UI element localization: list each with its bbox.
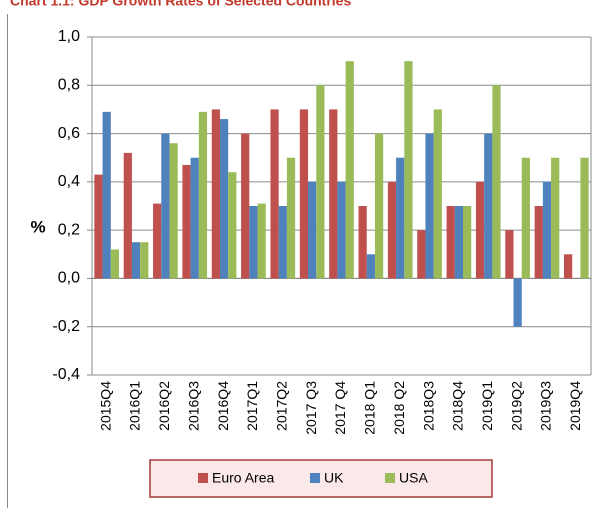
- x-tick-label: 2018Q4: [450, 381, 466, 431]
- x-tick-label: 2018Q3: [420, 381, 436, 431]
- x-tick-label: 2016Q1: [127, 381, 143, 431]
- bar: [140, 242, 149, 279]
- bar: [241, 133, 250, 279]
- bar: [484, 133, 493, 279]
- legend-label: Euro Area: [212, 470, 274, 486]
- bar: [270, 109, 279, 279]
- bar: [454, 206, 464, 279]
- bar: [123, 152, 132, 279]
- bar: [345, 61, 354, 279]
- bar: [433, 109, 442, 279]
- bar: [190, 157, 199, 279]
- bar: [505, 230, 514, 279]
- x-tick-label: 2015Q4: [97, 381, 113, 431]
- x-tick-label: 2016Q3: [185, 381, 201, 431]
- bar: [316, 85, 325, 279]
- y-tick-label: 0,8: [58, 77, 80, 94]
- chart-title: Chart 1.1: GDP Growth Rates of Selected …: [10, 0, 351, 9]
- bar: [249, 206, 258, 279]
- y-tick-label: -0,2: [52, 318, 80, 335]
- x-tick-label: 2019Q1: [479, 381, 495, 431]
- y-tick-label: 0,0: [58, 270, 80, 287]
- bar: [153, 203, 162, 279]
- bar: [198, 111, 208, 279]
- bar: [534, 206, 543, 279]
- bar: [299, 109, 309, 279]
- bar: [131, 242, 141, 279]
- bar: [446, 206, 455, 279]
- y-tick-label: 1,0: [58, 28, 80, 45]
- bar: [161, 133, 170, 279]
- y-tick-label: -0,4: [52, 366, 80, 383]
- legend-box: [149, 459, 493, 498]
- legend-swatch: [385, 473, 395, 483]
- x-tick-label: 2016Q2: [156, 381, 172, 431]
- bar: [337, 181, 346, 279]
- y-axis-label: %: [30, 217, 45, 236]
- bar: [278, 206, 287, 279]
- bar: [358, 206, 367, 279]
- x-tick-label: 2017 Q4: [332, 381, 348, 435]
- bar: [286, 157, 296, 279]
- bar: [329, 109, 338, 279]
- y-tick-label: 0,4: [58, 173, 80, 190]
- y-tick-label: 0,2: [58, 221, 80, 238]
- bar: [475, 181, 485, 279]
- bar: [492, 85, 501, 279]
- bar: [102, 111, 111, 279]
- bar: [366, 254, 375, 279]
- x-tick-label: 2017Q1: [244, 381, 260, 431]
- x-tick-label: 2019Q4: [567, 381, 583, 431]
- bar: [182, 164, 191, 279]
- legend-label: USA: [399, 470, 428, 486]
- bar: [404, 61, 413, 279]
- y-tick-label: 0,6: [58, 125, 80, 142]
- bar: [387, 181, 397, 279]
- bar: [396, 157, 405, 279]
- x-tick-label: 2018 Q2: [391, 381, 407, 435]
- bar: [463, 206, 472, 279]
- bar: [551, 157, 560, 279]
- x-tick-label: 2019Q2: [508, 381, 524, 431]
- bar: [563, 254, 573, 279]
- bar: [228, 172, 237, 279]
- x-tick-label: 2017 Q3: [303, 381, 319, 435]
- bar: [308, 181, 317, 279]
- legend-swatch: [310, 473, 320, 483]
- x-tick-label: 2018 Q1: [362, 381, 378, 435]
- bar: [219, 119, 229, 279]
- bar: [374, 133, 384, 279]
- bar: [425, 133, 434, 279]
- bar: [169, 143, 178, 279]
- x-tick-label: 2019Q3: [538, 381, 554, 431]
- legend-label: UK: [324, 470, 344, 486]
- bar: [521, 157, 530, 279]
- bar: [94, 174, 103, 279]
- x-tick-label: 2016Q4: [215, 381, 231, 431]
- bar: [542, 181, 552, 279]
- x-tick-label: 2017Q2: [273, 381, 289, 431]
- legend-swatch: [198, 473, 208, 483]
- bar: [580, 157, 589, 279]
- bar: [110, 249, 120, 279]
- bar: [257, 203, 266, 279]
- bar: [417, 230, 426, 279]
- bar: [513, 278, 522, 327]
- bar: [211, 109, 220, 279]
